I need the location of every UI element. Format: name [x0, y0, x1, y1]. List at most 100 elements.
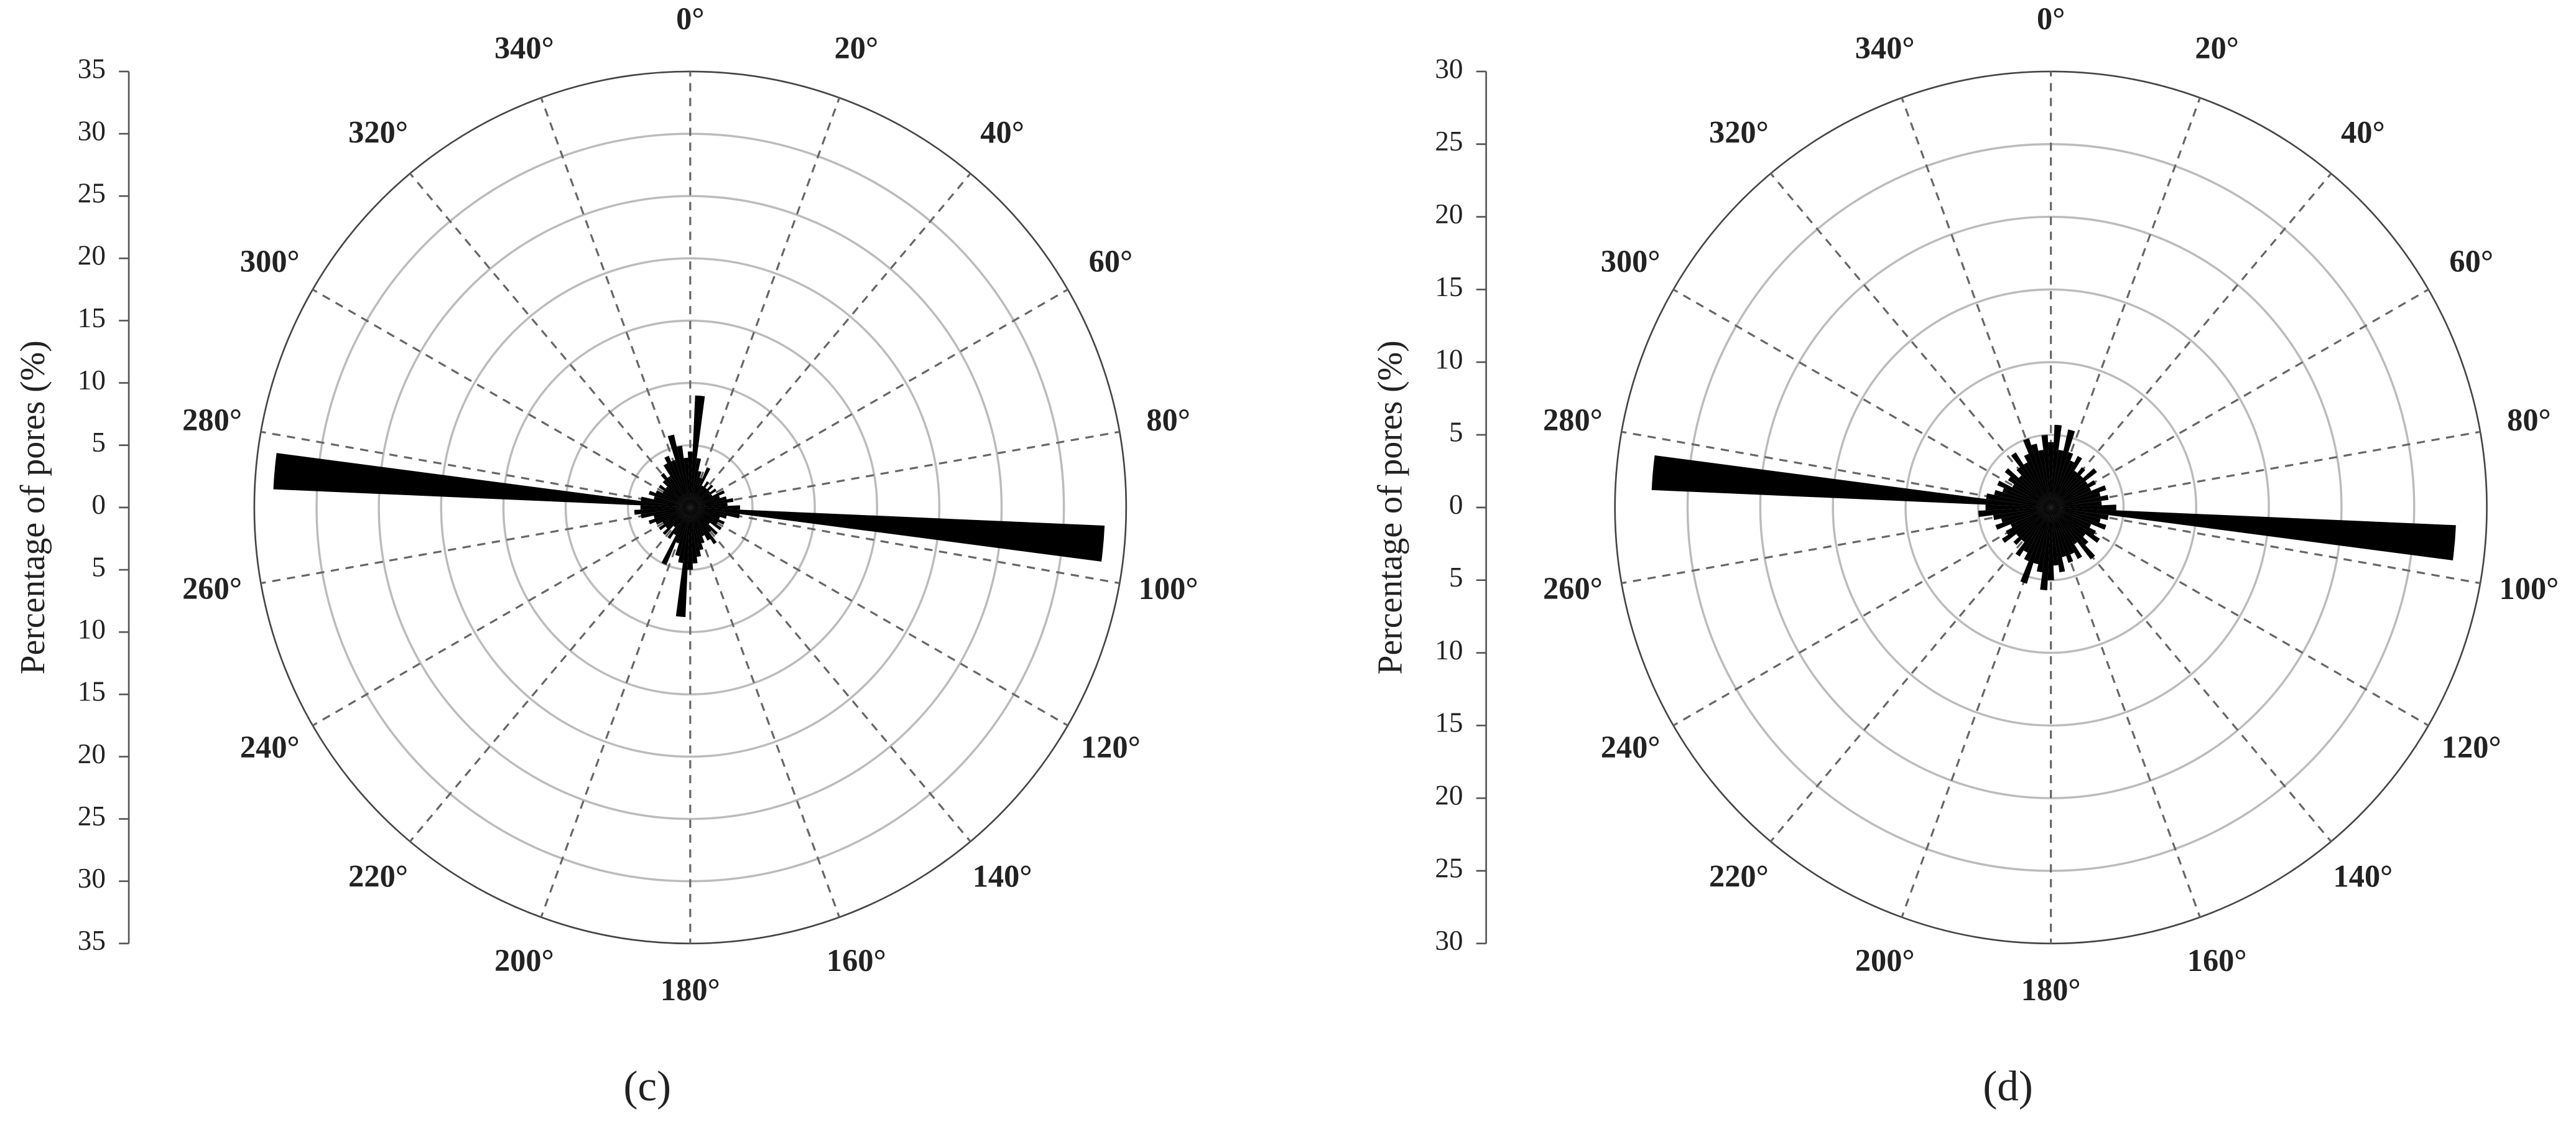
wedge — [2001, 507, 2051, 543]
wedge — [690, 471, 702, 508]
axis-tick-label: 30 — [1435, 53, 1463, 84]
wedge — [671, 460, 690, 508]
spoke — [1621, 430, 2051, 509]
wedge — [1651, 455, 2051, 508]
angle-label: 60° — [1089, 244, 1133, 279]
axis-tick-label: 35 — [78, 53, 106, 84]
spoke — [690, 506, 1120, 585]
angle-label: 160° — [2187, 943, 2247, 978]
wedge — [690, 507, 711, 541]
wedge — [2050, 424, 2062, 508]
wedge — [2022, 438, 2051, 508]
wedge — [2050, 495, 2109, 508]
wedge — [654, 507, 690, 519]
wedge — [690, 490, 725, 508]
spoke — [690, 289, 1068, 509]
wedge — [683, 457, 690, 508]
wedge — [690, 395, 705, 508]
wedge — [2050, 507, 2082, 559]
wedge — [690, 507, 727, 519]
angle-label: 120° — [2442, 730, 2501, 764]
wedge — [675, 507, 690, 617]
wedge — [2047, 507, 2054, 580]
wedge — [690, 507, 703, 550]
wedge — [663, 463, 690, 508]
spoke — [312, 506, 691, 727]
spoke — [1769, 506, 2052, 842]
wedge — [2050, 507, 2095, 560]
wedge — [2050, 507, 2092, 528]
panel-label: (c) — [624, 1062, 672, 1110]
angle-label: 160° — [827, 943, 886, 978]
wedge — [690, 507, 711, 532]
axis-tick-label: 20 — [78, 738, 106, 769]
spoke — [409, 172, 692, 508]
spoke — [690, 430, 1120, 509]
wedge — [1995, 507, 2051, 530]
wedge — [2011, 452, 2051, 508]
angle-label: 0° — [676, 1, 704, 36]
spoke — [2050, 506, 2332, 842]
axis-tick-label: 0 — [1449, 489, 1463, 520]
wedge — [1978, 507, 2051, 518]
axis-tick-label: 5 — [91, 427, 106, 458]
wedge — [2033, 507, 2051, 565]
wedge — [2021, 507, 2051, 542]
grid-ring — [1904, 361, 2198, 654]
angle-label: 320° — [1709, 114, 1769, 149]
angle-label: 220° — [1709, 858, 1769, 893]
wedge — [662, 490, 690, 508]
wedge — [659, 485, 690, 508]
angle-label: 200° — [1855, 943, 1915, 978]
spoke — [261, 506, 691, 585]
wedge — [690, 503, 728, 508]
wedge — [690, 490, 710, 508]
wedge — [2018, 475, 2051, 508]
spoke — [2050, 97, 2201, 508]
wedge — [2050, 460, 2075, 508]
wedge — [690, 498, 734, 508]
wedge — [2004, 468, 2051, 508]
wedge — [2050, 507, 2086, 537]
axis-tick-label: 30 — [1435, 925, 1463, 956]
wedge — [665, 486, 690, 508]
wedge — [2020, 507, 2051, 584]
wedge — [690, 507, 710, 524]
wedge — [662, 507, 690, 524]
wedge — [677, 445, 690, 508]
axis-tick-label: 20 — [1435, 780, 1463, 811]
wedge — [667, 434, 690, 508]
wedge — [690, 484, 713, 508]
axis-tick-label: 5 — [91, 551, 106, 582]
wedge — [664, 455, 690, 508]
grid-ring — [440, 257, 941, 758]
axis-label: Percentage of pores (%) — [1371, 340, 1410, 674]
wedge — [690, 507, 1105, 562]
axis-tick-label: 25 — [78, 801, 106, 832]
angle-label: 340° — [494, 30, 554, 65]
spoke — [312, 289, 691, 509]
axis-tick-label: 15 — [78, 676, 106, 707]
angle-label: 20° — [835, 30, 879, 65]
axis-tick-label: 15 — [1435, 707, 1463, 738]
axis-tick-label: 25 — [1435, 852, 1463, 883]
wedge — [690, 507, 705, 537]
axis-tick-label: 20 — [78, 240, 106, 271]
spoke — [2050, 289, 2429, 509]
wedge — [2050, 429, 2075, 508]
wedge — [2050, 501, 2102, 508]
wedge — [661, 507, 690, 565]
wedge — [2050, 507, 2059, 566]
wedge — [2050, 455, 2082, 508]
wedge — [2023, 462, 2051, 508]
wedge — [2050, 487, 2092, 508]
spoke — [261, 430, 691, 509]
wedge — [2050, 504, 2116, 511]
wedge — [690, 507, 705, 544]
wedge — [662, 480, 690, 508]
wedge — [2050, 507, 2065, 573]
spoke — [689, 506, 971, 842]
axis-tick-label: 10 — [1435, 634, 1463, 666]
angle-label: 280° — [182, 402, 242, 437]
wedge — [2041, 435, 2051, 508]
